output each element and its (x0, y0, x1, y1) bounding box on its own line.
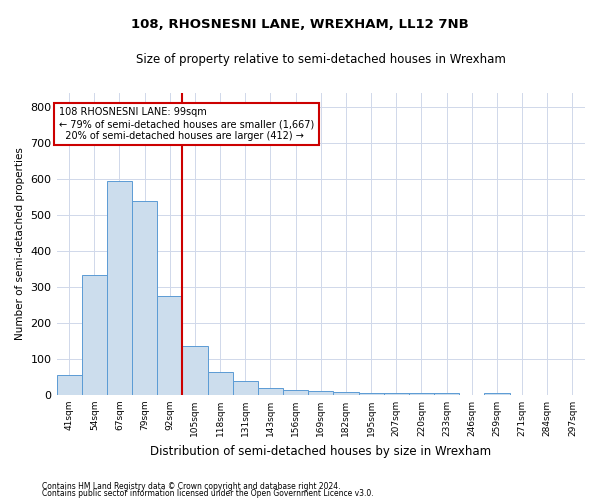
Bar (182, 346, 208, 395)
Text: 108 RHOSNESNI LANE: 99sqm
← 79% of semi-detached houses are smaller (1,667)
  20: 108 RHOSNESNI LANE: 99sqm ← 79% of semi-… (59, 108, 314, 140)
X-axis label: Distribution of semi-detached houses by size in Wrexham: Distribution of semi-detached houses by … (150, 444, 491, 458)
Bar (107, 181, 132, 395)
Bar (484, 393, 509, 395)
Title: Size of property relative to semi-detached houses in Wrexham: Size of property relative to semi-detach… (136, 52, 506, 66)
Y-axis label: Number of semi-detached properties: Number of semi-detached properties (15, 148, 25, 340)
Bar (409, 393, 434, 395)
Bar (383, 393, 409, 395)
Text: 108, RHOSNESNI LANE, WREXHAM, LL12 7NB: 108, RHOSNESNI LANE, WREXHAM, LL12 7NB (131, 18, 469, 30)
Text: Contains public sector information licensed under the Open Government Licence v3: Contains public sector information licen… (42, 490, 374, 498)
Bar (56, 375, 82, 395)
Bar (359, 393, 383, 395)
Bar (434, 393, 459, 395)
Text: Contains HM Land Registry data © Crown copyright and database right 2024.: Contains HM Land Registry data © Crown c… (42, 482, 341, 491)
Bar (308, 390, 334, 395)
Bar (233, 380, 258, 395)
Bar (132, 201, 157, 395)
Bar (334, 392, 359, 395)
Bar (258, 388, 283, 395)
Bar (82, 274, 107, 395)
Bar (283, 390, 308, 395)
Bar (208, 372, 233, 395)
Bar (157, 296, 182, 395)
